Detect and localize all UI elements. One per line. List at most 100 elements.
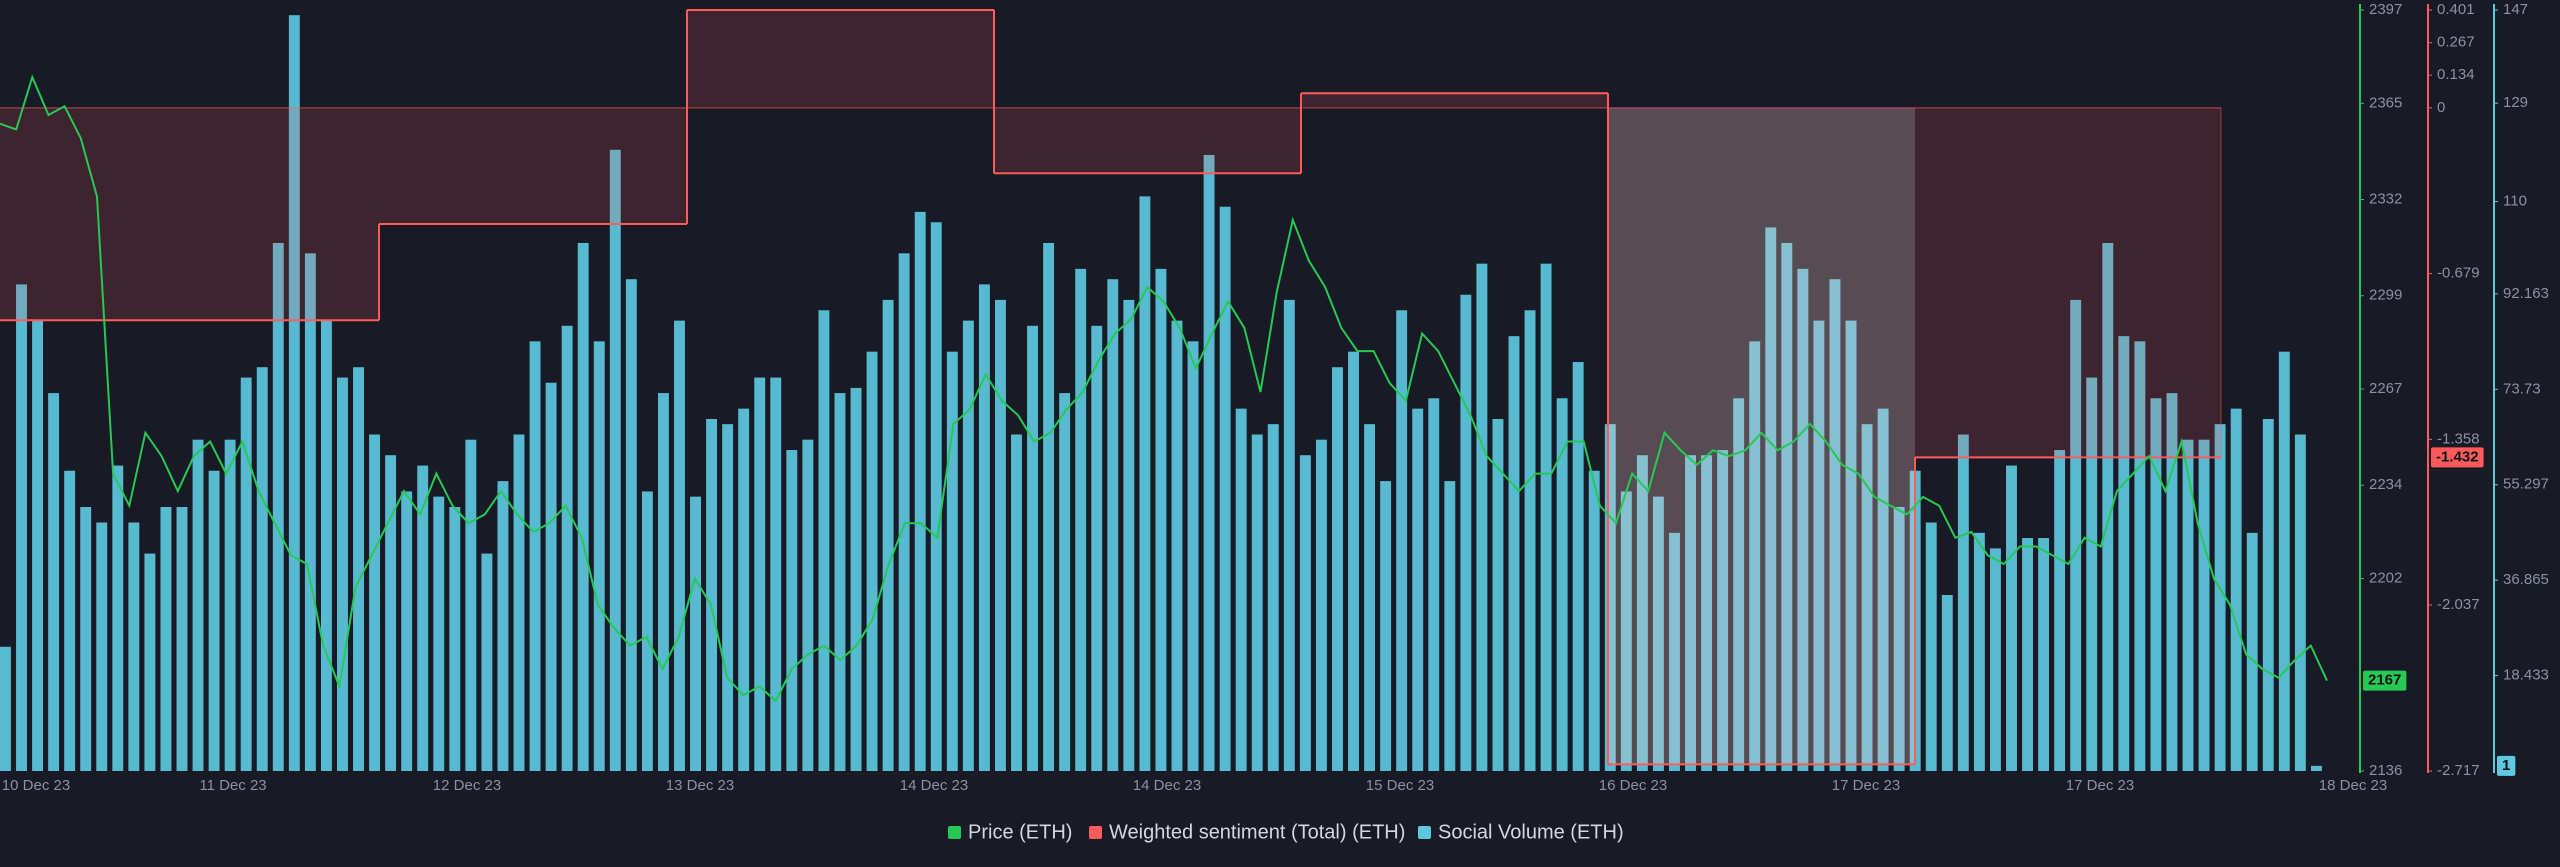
social-volume-bar — [144, 553, 156, 771]
y-tick-label: 18.433 — [2503, 667, 2549, 684]
social-volume-bar — [2278, 351, 2290, 771]
social-volume-bar — [1315, 439, 1327, 771]
social-volume-bar — [706, 418, 718, 771]
social-volume-bar — [1428, 398, 1440, 771]
social-volume-bar — [1556, 398, 1568, 771]
social-volume-bar — [1669, 532, 1680, 771]
social-volume-bar — [994, 299, 1006, 771]
y-tick-label: 2234 — [2369, 476, 2402, 493]
social-volume-bar — [1492, 418, 1504, 771]
y-tick-label: 0.134 — [2437, 66, 2475, 83]
legend-label: Social Volume (ETH) — [1438, 821, 1624, 843]
social-volume-bar — [2086, 377, 2098, 771]
social-volume-bar — [1813, 320, 1825, 771]
social-volume-bar — [2166, 393, 2178, 771]
last-value-label: 2167 — [2368, 672, 2401, 689]
social-volume-bar — [513, 434, 525, 771]
social-volume-bar — [866, 351, 878, 771]
social-volume-bar — [1957, 434, 1969, 771]
social-volume-bar — [1701, 455, 1713, 771]
social-volume-bar — [208, 470, 220, 771]
last-value-badge: -1.432 — [2431, 447, 2484, 468]
y-tick-label: 2332 — [2369, 190, 2402, 207]
y-tick-label: 36.865 — [2503, 571, 2549, 588]
social-volume-bar — [64, 470, 76, 771]
social-volume-bar — [1893, 506, 1905, 771]
x-tick-label: 17 Dec 23 — [2066, 777, 2134, 794]
y-tick-label: -2.717 — [2437, 762, 2480, 779]
social-volume-bar — [2022, 538, 2033, 771]
social-volume-bar — [481, 553, 493, 771]
social-volume-bar — [1059, 393, 1071, 771]
y-tick-label: 0.267 — [2437, 34, 2475, 51]
social-volume-bar — [1733, 398, 1745, 771]
last-value-label: -1.432 — [2436, 448, 2479, 465]
social-volume-bar — [1396, 310, 1408, 771]
social-volume-bar — [1027, 325, 1039, 771]
social-volume-bar — [770, 377, 782, 771]
social-volume-bar — [930, 222, 942, 771]
social-volume-bar — [1444, 481, 1456, 771]
social-volume-bar — [80, 506, 92, 771]
y-tick-label: 0 — [2437, 99, 2445, 116]
social-volume-bar — [337, 377, 348, 771]
social-volume-bar — [1524, 310, 1536, 771]
y-tick-label: 147 — [2503, 1, 2528, 18]
last-value-badge: 1 — [2497, 755, 2516, 776]
y-tick-label: 2202 — [2369, 570, 2402, 587]
social-volume-bar — [176, 506, 188, 771]
social-volume-bar — [1620, 491, 1632, 771]
social-volume-bar — [2246, 532, 2258, 771]
social-volume-bar — [1797, 268, 1809, 771]
social-volume-bar — [1043, 242, 1055, 772]
social-volume-bar — [1107, 279, 1119, 771]
y-tick-label: 0.401 — [2437, 1, 2475, 18]
social-volume-bar — [978, 284, 990, 771]
social-volume-bar — [1187, 341, 1199, 771]
badge-bg — [2363, 670, 2407, 691]
social-volume-bar — [1203, 154, 1215, 771]
last-value-badge: 2167 — [2363, 670, 2407, 691]
social-volume-bar — [128, 522, 140, 771]
social-volume-bar — [256, 367, 268, 771]
sentiment-fill — [1608, 107, 1915, 765]
social-volume-bar — [722, 424, 734, 771]
social-volume-bar — [2006, 465, 2017, 771]
x-tick-label: 11 Dec 23 — [199, 777, 266, 794]
social-volume-bar — [1781, 242, 1793, 772]
social-volume-bar — [1749, 341, 1761, 771]
social-volume-bar — [224, 439, 236, 771]
social-volume-bar — [657, 393, 669, 771]
sentiment-fill — [994, 107, 1301, 174]
social-volume-bar — [369, 434, 381, 771]
social-volume-bar — [2150, 398, 2162, 771]
x-tick-label: 17 Dec 23 — [1832, 777, 1900, 794]
social-volume-bar — [32, 320, 44, 771]
social-volume-bar — [1267, 424, 1279, 771]
social-volume-bar — [1155, 268, 1167, 771]
social-volume-bar — [1973, 532, 1985, 771]
social-volume-bar — [465, 439, 477, 771]
sentiment-fill — [1915, 107, 2221, 458]
social-volume-bar — [417, 465, 429, 771]
social-volume-bar — [1652, 496, 1664, 771]
social-volume-bar — [593, 341, 605, 771]
social-volume-bar — [738, 408, 750, 771]
social-volume-bar — [1219, 206, 1231, 772]
social-volume-bar — [818, 310, 830, 771]
badge-bg — [2497, 755, 2516, 776]
social-volume-bar — [1091, 325, 1103, 771]
y-tick-label: 92.163 — [2503, 285, 2549, 302]
social-volume-bar — [1588, 470, 1600, 771]
sentiment-fill — [0, 107, 379, 321]
badge-bg — [2431, 447, 2484, 468]
social-volume-bar — [898, 253, 910, 771]
social-volume-bar — [1299, 455, 1311, 771]
social-volume-bar — [1251, 434, 1263, 771]
social-volume-bar — [1540, 263, 1552, 771]
x-tick-label: 12 Dec 23 — [433, 777, 501, 794]
y-tick-label: -2.037 — [2437, 596, 2480, 613]
social-volume-bar — [192, 439, 204, 771]
social-volume-bar — [1845, 320, 1857, 771]
